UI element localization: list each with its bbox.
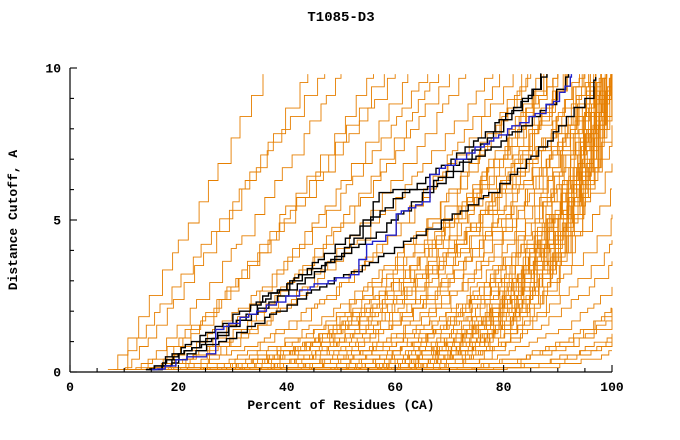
prediction-curve-orange <box>129 74 342 371</box>
highlight-curve-black <box>151 74 570 371</box>
highlight-curve-black <box>145 73 542 371</box>
prediction-curve-orange <box>200 188 612 371</box>
prediction-curve-orange <box>113 74 326 371</box>
y-tick-label: 0 <box>53 366 61 381</box>
highlight-curve-black <box>145 74 548 371</box>
x-tick-label: 60 <box>387 380 403 395</box>
prediction-curve-orange <box>189 74 559 371</box>
x-tick-label: 40 <box>279 380 295 395</box>
prediction-curve-orange <box>135 74 547 371</box>
highlight-curve-blue <box>151 74 573 371</box>
prediction-curve-orange <box>124 74 494 371</box>
x-tick-label: 20 <box>171 380 187 395</box>
x-tick-label: 0 <box>66 380 74 395</box>
prediction-curve-orange <box>254 308 613 371</box>
prediction-curve-orange <box>156 74 467 371</box>
y-tick-label: 5 <box>53 214 61 229</box>
tick-labels-layer: 0 20 40 60 80 100 0 5 10 <box>45 62 624 396</box>
prediction-curve-orange <box>162 74 409 371</box>
prediction-curve-orange <box>286 307 612 371</box>
axes-layer <box>69 67 613 373</box>
prediction-curve-orange <box>167 163 613 371</box>
x-axis-label: Percent of Residues (CA) <box>247 398 434 413</box>
prediction-curve-orange <box>162 74 501 371</box>
chart-title: T1085-D3 <box>307 10 374 26</box>
prediction-curve-orange <box>118 74 309 371</box>
prediction-curve-orange <box>151 74 591 371</box>
prediction-curve-orange <box>135 74 429 371</box>
prediction-curve-orange <box>178 74 608 371</box>
y-axis-label: Distance Cutoff, A <box>6 150 21 291</box>
prediction-curve-orange <box>330 342 613 371</box>
prediction-curve-orange <box>151 74 597 371</box>
highlight-curve-black <box>151 77 597 371</box>
x-tick-label: 80 <box>496 380 512 395</box>
x-tick-label: 100 <box>600 380 624 395</box>
y-tick-label: 10 <box>45 62 61 77</box>
prediction-curve-orange <box>151 74 385 371</box>
curves-layer <box>107 73 613 371</box>
prediction-curve-orange <box>200 74 590 371</box>
